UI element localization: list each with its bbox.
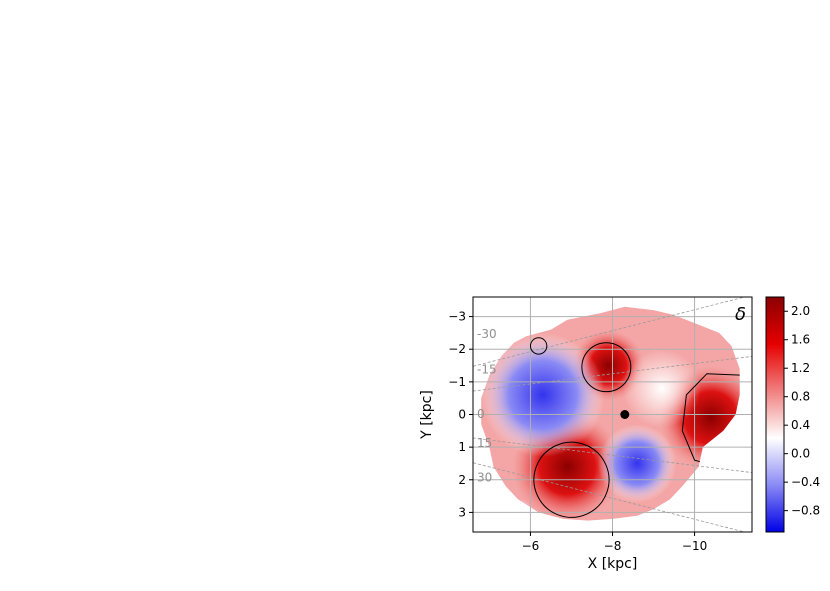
colorbar-tick-label: −0.8 [791,504,820,518]
galactic-longitude-label: -15 [477,363,497,377]
galactic-longitude-label: 0 [477,407,485,421]
y-tick-label: −1 [448,375,466,389]
x-tick-label: −6 [522,539,540,553]
y-tick-label: 0 [458,408,466,422]
x-axis-label: X [kpc] [588,556,638,572]
x-tick-label: −8 [604,539,622,553]
galactic-longitude-label: 15 [477,436,492,450]
y-tick-label: 1 [458,440,466,454]
y-axis-label: Y [kpc] [419,390,435,440]
residual-contour [529,337,548,355]
colorbar [765,296,785,533]
colorbar-tick-label: −0.4 [791,475,820,489]
y-tick-label: −2 [448,342,466,356]
y-tick-label: −3 [448,310,466,324]
colorbar-tick-label: 0.0 [791,447,810,461]
galactic-longitude-label: 30 [477,470,492,484]
colorbar-tick-label: 2.0 [791,304,810,318]
residual-trough-left [481,332,605,457]
colorbar-tick-label: 0.4 [791,418,810,432]
residual-contour [533,441,610,518]
colorbar-tick-label: 1.2 [791,361,810,375]
residual-trough-center [597,424,677,503]
residual-neutral-zone [622,349,701,428]
panel-title: δ [735,304,746,325]
panel-title-main: δ [735,304,746,325]
y-tick-label: 3 [458,505,466,519]
colorbar-tick-label: 0.8 [791,390,810,404]
sun-marker [620,410,630,419]
x-tick-label: −10 [682,539,707,553]
y-tick-label: 2 [458,473,466,487]
colorbar-tick-label: 1.6 [791,333,810,347]
residual-contour [581,342,632,393]
galactic-longitude-label: -30 [477,327,497,341]
